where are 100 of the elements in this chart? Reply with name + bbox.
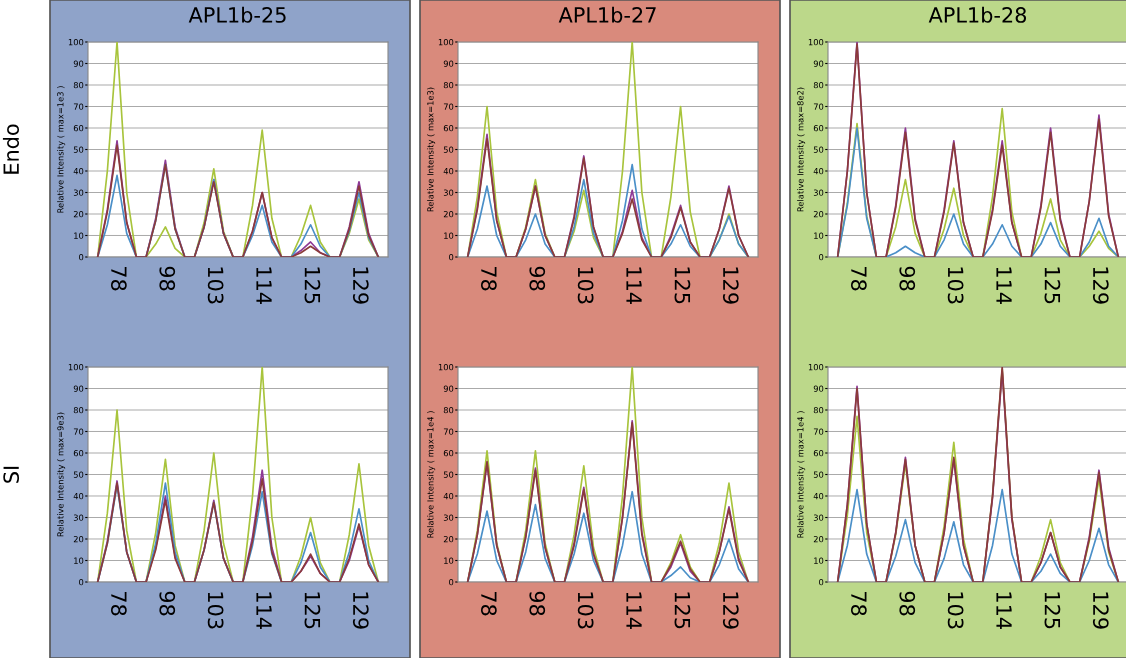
y-tick-label: 0	[79, 253, 84, 261]
y-tick-label: 40	[73, 492, 84, 500]
y-tick-label: 40	[443, 492, 454, 500]
x-tick-label: 78	[850, 267, 867, 291]
y-tick-label: 40	[813, 492, 824, 500]
y-tick-label: 90	[813, 385, 824, 392]
y-tick-label: 0	[819, 578, 824, 586]
x-tick-label: 114	[626, 267, 642, 304]
y-tick-label: 50	[73, 146, 84, 153]
y-tick-label: 10	[74, 232, 84, 239]
x-tick-label: 103	[207, 267, 224, 304]
x-tick-label: 114	[256, 267, 272, 304]
y-tick-label: 50	[813, 471, 824, 478]
y-tick-label: 10	[814, 232, 824, 239]
y-tick-label: 70	[73, 103, 84, 110]
y-tick-label: 0	[819, 253, 824, 261]
x-tick-label: 129	[722, 267, 739, 304]
text: Endo	[2, 124, 20, 174]
x-tick-label: 125	[1044, 592, 1061, 629]
x-tick-label: 129	[1092, 267, 1109, 304]
y-axis-title: Relative Intensity ( max=1e3 )	[57, 86, 66, 213]
y-tick-label: 100	[68, 38, 84, 46]
y-tick-label: 10	[74, 557, 84, 564]
y-axis-title: Relative Intensity ( max=1e4 )	[427, 411, 436, 538]
y-tick-label: 90	[73, 60, 84, 67]
x-tick-label: 114	[256, 592, 272, 629]
y-axis-title: Relative Intensity ( max=1e4 )	[797, 411, 806, 538]
y-tick-label: 30	[443, 189, 454, 196]
y-tick-label: 30	[73, 189, 84, 196]
y-tick-label: 30	[73, 514, 84, 521]
y-tick-label: 20	[443, 210, 454, 218]
y-axis-title: Relative Intensity ( max=8e2)	[797, 87, 806, 212]
y-tick-label: 100	[808, 38, 824, 46]
y-tick-label: 30	[813, 514, 824, 521]
y-tick-label: 60	[73, 449, 84, 457]
x-tick-label: 78	[110, 267, 127, 291]
y-tick-label: 80	[443, 406, 454, 414]
x-tick-label: 114	[996, 267, 1012, 304]
y-axis-title: Relative Intensity ( max=1e3)	[427, 87, 436, 212]
y-tick-label: 0	[449, 253, 454, 261]
y-tick-label: 100	[438, 38, 454, 46]
x-tick-label: 98	[899, 591, 916, 616]
y-tick-label: 0	[449, 578, 454, 586]
y-tick-label: 30	[443, 514, 454, 521]
x-tick-label: 78	[850, 592, 867, 616]
y-tick-label: 10	[444, 557, 454, 564]
x-tick-label: 103	[207, 592, 224, 629]
x-tick-label: 98	[529, 591, 546, 616]
x-tick-label: 98	[159, 266, 176, 291]
y-tick-label: 40	[73, 167, 84, 175]
y-tick-label: 60	[443, 449, 454, 457]
y-tick-label: 50	[443, 471, 454, 478]
chart-title: APL1b-27	[558, 6, 656, 23]
y-tick-label: 70	[73, 428, 84, 435]
y-tick-label: 20	[813, 210, 824, 218]
y-tick-label: 60	[443, 124, 454, 132]
y-tick-label: 60	[813, 124, 824, 132]
y-tick-label: 80	[73, 81, 84, 89]
x-tick-label: 125	[304, 267, 321, 304]
y-tick-label: 100	[808, 363, 824, 371]
y-tick-label: 80	[813, 81, 824, 89]
x-tick-label: 125	[674, 592, 691, 629]
x-tick-label: 98	[899, 266, 916, 291]
x-tick-label: 114	[626, 592, 642, 629]
y-tick-label: 20	[443, 535, 454, 543]
y-tick-label: 0	[79, 578, 84, 586]
y-tick-label: 10	[814, 557, 824, 564]
y-tick-label: 40	[443, 167, 454, 175]
x-tick-label: 78	[480, 592, 497, 616]
y-tick-label: 10	[444, 232, 454, 239]
x-tick-label: 78	[110, 592, 127, 616]
chart-title: APL1b-28	[928, 6, 1027, 23]
text: SI	[3, 466, 20, 483]
y-tick-label: 40	[813, 167, 824, 175]
x-tick-label: 129	[352, 267, 369, 304]
x-tick-label: 129	[352, 592, 369, 629]
y-tick-label: 100	[68, 363, 84, 371]
y-axis-title: Relative Intensity ( max=9e3)	[57, 412, 66, 537]
y-tick-label: 50	[813, 146, 824, 153]
y-tick-label: 60	[73, 124, 84, 132]
x-tick-label: 125	[1044, 267, 1061, 304]
y-tick-label: 90	[443, 385, 454, 392]
y-tick-label: 70	[443, 103, 454, 110]
y-tick-label: 60	[813, 449, 824, 457]
y-tick-label: 90	[73, 385, 84, 392]
y-tick-label: 80	[73, 406, 84, 414]
y-tick-label: 80	[443, 81, 454, 89]
y-tick-label: 70	[813, 428, 824, 435]
x-tick-label: 129	[1092, 592, 1109, 629]
y-tick-label: 20	[73, 535, 84, 543]
y-tick-label: 20	[73, 210, 84, 218]
y-tick-label: 90	[813, 60, 824, 67]
x-tick-label: 125	[674, 267, 691, 304]
x-tick-label: 103	[577, 267, 594, 304]
y-tick-label: 20	[813, 535, 824, 543]
x-tick-label: 103	[947, 267, 964, 304]
y-tick-label: 80	[813, 406, 824, 414]
x-tick-label: 98	[159, 591, 176, 616]
x-tick-label: 103	[577, 592, 594, 629]
x-tick-label: 78	[480, 267, 497, 291]
